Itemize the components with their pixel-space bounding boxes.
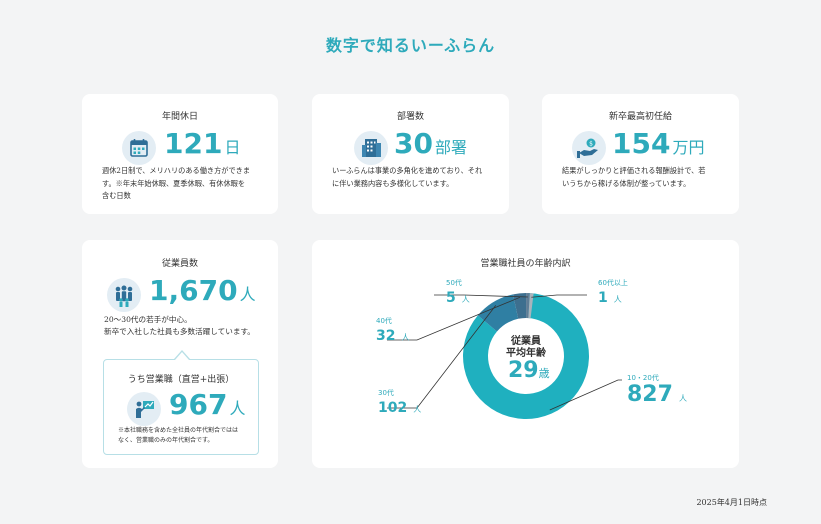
leader-line-2 bbox=[387, 296, 521, 341]
salary-unit: 万円 bbox=[672, 138, 705, 157]
employees-label: 従業員数 bbox=[161, 259, 198, 269]
center-unit: 歳 bbox=[538, 367, 550, 380]
pie-label-name: 50代 bbox=[446, 279, 462, 287]
page-title: 数字で知るいーふらん bbox=[325, 36, 496, 55]
pie-label-value: 102 bbox=[378, 400, 408, 416]
pie-label-value: 1 bbox=[598, 290, 608, 306]
pie-label-4: 60代以上 1 人 bbox=[598, 279, 628, 306]
donut-slice-0 bbox=[463, 293, 589, 419]
as-of-date: 2025年4月1日時点 bbox=[696, 498, 767, 507]
pie-label-unit: 人 bbox=[678, 394, 687, 403]
people-group-icon bbox=[107, 278, 141, 312]
salary-label: 新卒最高初任給 bbox=[608, 112, 672, 122]
holidays-unit: 日 bbox=[224, 138, 241, 157]
pie-label-value: 827 bbox=[627, 382, 673, 407]
pie-label-3: 50代 5 人 bbox=[446, 279, 470, 306]
departments-card: 部署数 30 部署 いーふらんは事業の多角化を進めており、それ に伴い業務内容も多… bbox=[312, 94, 509, 214]
age-donut-chart bbox=[387, 293, 622, 419]
pie-label-unit: 人 bbox=[613, 295, 622, 304]
pie-label-name: 40代 bbox=[376, 317, 392, 325]
sales-unit: 人 bbox=[229, 399, 246, 418]
departments-value: 30 bbox=[394, 127, 433, 160]
pie-label-name: 30代 bbox=[378, 389, 394, 397]
age-chart-card: 営業職社員の年齢内訳 従業員 平均年齢 29歳 10・20代 827 人 30代 102… bbox=[312, 240, 739, 468]
pie-label-name: 60代以上 bbox=[598, 279, 628, 287]
pie-label-unit: 人 bbox=[461, 295, 470, 304]
donut-slice-2 bbox=[513, 293, 527, 319]
holidays-label: 年間休日 bbox=[161, 112, 198, 122]
center-value: 29 bbox=[508, 358, 539, 383]
pie-label-value: 5 bbox=[446, 290, 456, 306]
leader-line-3 bbox=[434, 294, 528, 298]
sales-note: ※本社職務を含めた全社員の年代割合ではは なく、営業職のみの年代割合です。 bbox=[118, 427, 239, 444]
pie-label-2: 40代 32 人 bbox=[376, 317, 410, 344]
sales-subcard: うち営業職（直営+出張） 967 人 ※本社職務を含めた全社員の年代割合ではは な… bbox=[103, 359, 259, 455]
holidays-value: 121 bbox=[164, 127, 223, 160]
salary-card: 新卒最高初任給 $ 154 万円 結果がしっかりと評価される報酬設計で、若 いうち… bbox=[542, 94, 739, 214]
calendar-icon bbox=[122, 131, 156, 165]
leader-line-1 bbox=[387, 305, 497, 409]
pie-label-name: 10・20代 bbox=[627, 374, 659, 382]
donut-slice-4 bbox=[528, 293, 534, 319]
departments-unit: 部署 bbox=[434, 138, 467, 157]
employees-unit: 人 bbox=[239, 285, 256, 304]
presenter-icon bbox=[127, 392, 161, 426]
departments-label: 部署数 bbox=[396, 112, 424, 122]
pie-label-unit: 人 bbox=[401, 333, 410, 342]
salary-value: 154 bbox=[612, 127, 671, 160]
building-icon bbox=[354, 131, 388, 165]
money-hand-icon: $ bbox=[572, 131, 606, 165]
salary-desc: 結果がしっかりと評価される報酬設計で、若 いうちから稼げる体制が整っています。 bbox=[562, 166, 706, 188]
employees-desc: 20〜30代の若手が中心。 新卒で入社した社員も多数活躍しています。 bbox=[104, 315, 255, 336]
pie-label-0: 10・20代 827 人 bbox=[627, 375, 687, 406]
holidays-desc: 週休2日制で、メリハリのある働き方ができま す。※年末年始休暇、夏季休暇、有休休… bbox=[102, 166, 251, 200]
svg-text:$: $ bbox=[589, 141, 593, 148]
pie-label-unit: 人 bbox=[413, 405, 422, 414]
chart-title: 営業職社員の年齢内訳 bbox=[480, 259, 571, 269]
sales-value: 967 bbox=[169, 388, 228, 421]
employees-value: 1,670 bbox=[149, 274, 238, 307]
holidays-card: 年間休日 121 日 週休2日制で、メリハリのある働き方ができま す。※年末年始休… bbox=[82, 94, 278, 214]
departments-desc: いーふらんは事業の多角化を進めており、それ に伴い業務内容も多様化しています。 bbox=[332, 166, 483, 188]
leader-line-0 bbox=[549, 379, 622, 411]
sales-label: うち営業職（直営+出張） bbox=[127, 375, 235, 385]
pie-label-1: 30代 102 人 bbox=[378, 389, 422, 416]
donut-slice-1 bbox=[477, 294, 519, 332]
center-label: 従業員 平均年齢 bbox=[506, 336, 546, 359]
callout-arrow-inner bbox=[175, 352, 189, 360]
donut-slice-3 bbox=[526, 293, 530, 319]
leader-line-4 bbox=[531, 294, 587, 298]
pie-label-value: 32 bbox=[376, 328, 396, 344]
